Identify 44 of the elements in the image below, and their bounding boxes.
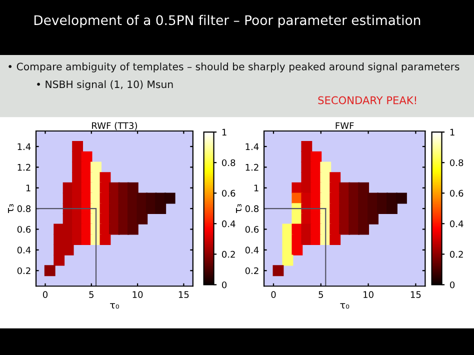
color-bar-label: 0.6 <box>222 190 236 197</box>
y-tick-label: 0.4 <box>17 246 31 254</box>
y-tick-label: 1 <box>26 184 30 192</box>
color-bar-label: 0.8 <box>450 159 464 166</box>
y-tick-label: 0.2 <box>245 267 258 274</box>
y-tick-label: 0.4 <box>245 246 259 254</box>
x-tick-label: 15 <box>410 291 421 298</box>
y-tick-label: 0.6 <box>245 226 259 233</box>
y-tick-label: 0.8 <box>17 205 31 212</box>
color-bar-label: 0.2 <box>450 250 463 258</box>
y-tick-label: 0.6 <box>17 226 31 233</box>
color-bar-label: 0 <box>450 281 455 288</box>
text: Development of a 0.5PN filter – Poor parameter estimation <box>34 14 420 28</box>
x-tick-label: 15 <box>178 291 189 298</box>
chart-title: RWF (TT3) <box>92 122 137 130</box>
x-axis-title: τ₀ <box>110 303 120 309</box>
color-bar-label: 0.4 <box>450 220 464 228</box>
chart-title: FWF <box>336 122 354 129</box>
color-bar-label: 1 <box>222 128 226 136</box>
y-tick-label: 1.2 <box>18 164 30 171</box>
y-tick-label: 1.4 <box>246 143 259 150</box>
y-tick-label: 1 <box>254 184 258 192</box>
color-bar-label: 0.4 <box>222 220 236 228</box>
y-tick-label: 1.2 <box>246 164 258 171</box>
x-tick-label: 10 <box>132 291 143 298</box>
color-bar-label: 1 <box>450 128 454 136</box>
y-tick-label: 0.2 <box>17 267 30 274</box>
y-axis-title: τ₃ <box>236 204 242 213</box>
color-bar-label: 0.6 <box>450 190 464 197</box>
y-axis-title: τ₃ <box>8 204 14 213</box>
color-bar-label: 0.2 <box>222 250 235 258</box>
x-tick-label: 0 <box>271 291 276 298</box>
text: • Compare ambiguity of templates – should be sharply peaked around signal parameters <box>8 62 460 72</box>
x-axis-title: τ₀ <box>340 303 350 309</box>
text: • NSBH signal (1, 10) Msun <box>37 80 173 90</box>
text: SECONDARY PEAK! <box>318 96 416 104</box>
color-bar-label: 0 <box>222 281 227 288</box>
y-tick-label: 1.4 <box>18 143 31 150</box>
x-tick-label: 0 <box>42 291 48 298</box>
color-bar-label: 0.8 <box>222 159 236 166</box>
y-tick-label: 0.8 <box>245 205 259 212</box>
x-tick-label: 5 <box>318 291 323 298</box>
x-tick-label: 5 <box>89 291 94 298</box>
x-tick-label: 10 <box>364 291 374 298</box>
